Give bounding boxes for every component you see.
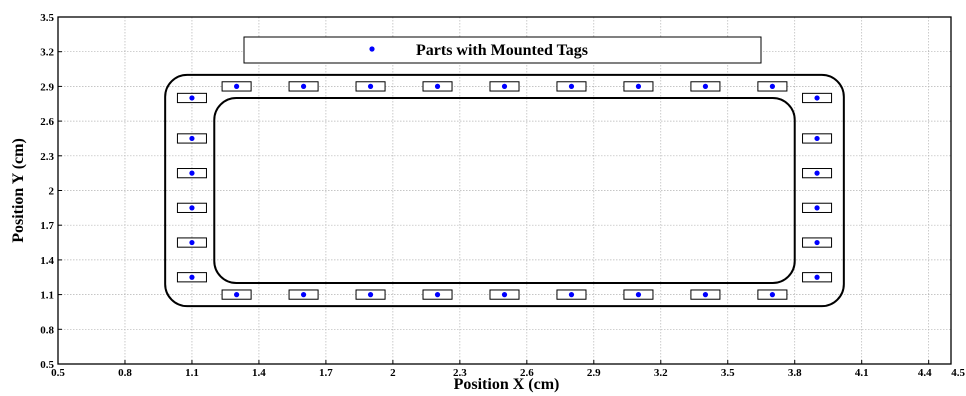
y-tick-label: 2.9 bbox=[40, 81, 54, 93]
x-tick-label: 1.1 bbox=[185, 367, 199, 379]
tag-point bbox=[189, 239, 195, 246]
y-tick-label: 1.1 bbox=[40, 290, 54, 302]
x-tick-label: 2.6 bbox=[520, 367, 534, 379]
x-tick-label: 0.8 bbox=[118, 367, 132, 379]
outer-track bbox=[164, 73, 845, 308]
y-tick-label: 0.5 bbox=[40, 359, 54, 371]
x-tick-label: 3.2 bbox=[654, 367, 668, 379]
y-tick-label: 2.3 bbox=[40, 151, 54, 163]
tag-point bbox=[769, 83, 776, 89]
x-tick-label: 2.3 bbox=[453, 367, 467, 379]
tag-point bbox=[814, 170, 820, 176]
tag-point bbox=[501, 83, 508, 89]
tag-point bbox=[702, 83, 709, 89]
y-tick-label: 1.4 bbox=[40, 255, 54, 267]
tag-point bbox=[189, 170, 195, 176]
grid bbox=[58, 17, 951, 364]
tag-points bbox=[189, 83, 820, 298]
tag-point bbox=[189, 274, 195, 280]
x-tick-label: 4.1 bbox=[855, 367, 869, 379]
tag-point bbox=[189, 95, 195, 101]
y-tick-label: 1.7 bbox=[40, 220, 54, 232]
tag-point bbox=[300, 83, 307, 89]
tag-point bbox=[814, 274, 820, 280]
x-axis-ticks: 0.5 0.8 1.1 1.4 1.7 2 2.3 2.6 2.9 3.2 3.5 3.8 4.1 4.4… bbox=[51, 360, 966, 379]
legend-marker bbox=[369, 46, 375, 52]
tag-point bbox=[189, 135, 195, 142]
track-outlines bbox=[164, 73, 845, 308]
y-axis-ticks: 0.5 0.8 1.1 1.4 1.7 2 2.3 2.6 2.9 3.2 3.5 bbox=[40, 12, 62, 371]
tag-point bbox=[568, 292, 575, 298]
tag-point bbox=[769, 292, 776, 298]
tag-point bbox=[568, 83, 575, 89]
x-tick-label: 0.5 bbox=[51, 367, 65, 379]
x-tick-label: 3.5 bbox=[721, 367, 735, 379]
y-tick-label: 3.2 bbox=[40, 47, 54, 59]
y-tick-label: 2.6 bbox=[40, 116, 54, 128]
y-axis-title: Position Y (cm) bbox=[10, 138, 27, 243]
x-tick-label: 1.7 bbox=[319, 367, 333, 379]
tag-point bbox=[367, 292, 374, 298]
tag-point bbox=[189, 205, 195, 211]
y-tick-label: 3.5 bbox=[40, 12, 54, 24]
x-tick-label: 3.8 bbox=[788, 367, 802, 379]
y-tick-label: 0.8 bbox=[40, 324, 54, 336]
x-tick-label: 1.4 bbox=[252, 367, 266, 379]
tag-point bbox=[234, 83, 240, 89]
tag-point bbox=[635, 292, 642, 298]
x-tick-label: 2.9 bbox=[587, 367, 601, 379]
x-tick-label: 4.5 bbox=[951, 367, 965, 379]
tag-point bbox=[367, 83, 374, 89]
tag-point bbox=[501, 292, 508, 298]
legend-box bbox=[243, 36, 762, 64]
legend: Parts with Mounted Tags bbox=[243, 36, 762, 64]
tag-point bbox=[814, 135, 820, 142]
tag-point bbox=[234, 292, 240, 298]
legend-label: Parts with Mounted Tags bbox=[416, 42, 588, 59]
tag-point bbox=[814, 95, 820, 101]
tag-point bbox=[434, 83, 441, 89]
x-tick-label: 2 bbox=[390, 367, 396, 379]
tag-point bbox=[635, 83, 642, 89]
y-tick-label: 2 bbox=[49, 186, 55, 198]
x-axis-title: Position X (cm) bbox=[454, 376, 560, 393]
tag-point bbox=[300, 292, 307, 298]
tag-point bbox=[434, 292, 441, 298]
tag-point bbox=[702, 292, 709, 298]
tag-point bbox=[814, 205, 820, 211]
x-tick-label: 4.4 bbox=[918, 367, 932, 379]
inner-track bbox=[213, 96, 796, 285]
tag-point bbox=[814, 239, 820, 246]
